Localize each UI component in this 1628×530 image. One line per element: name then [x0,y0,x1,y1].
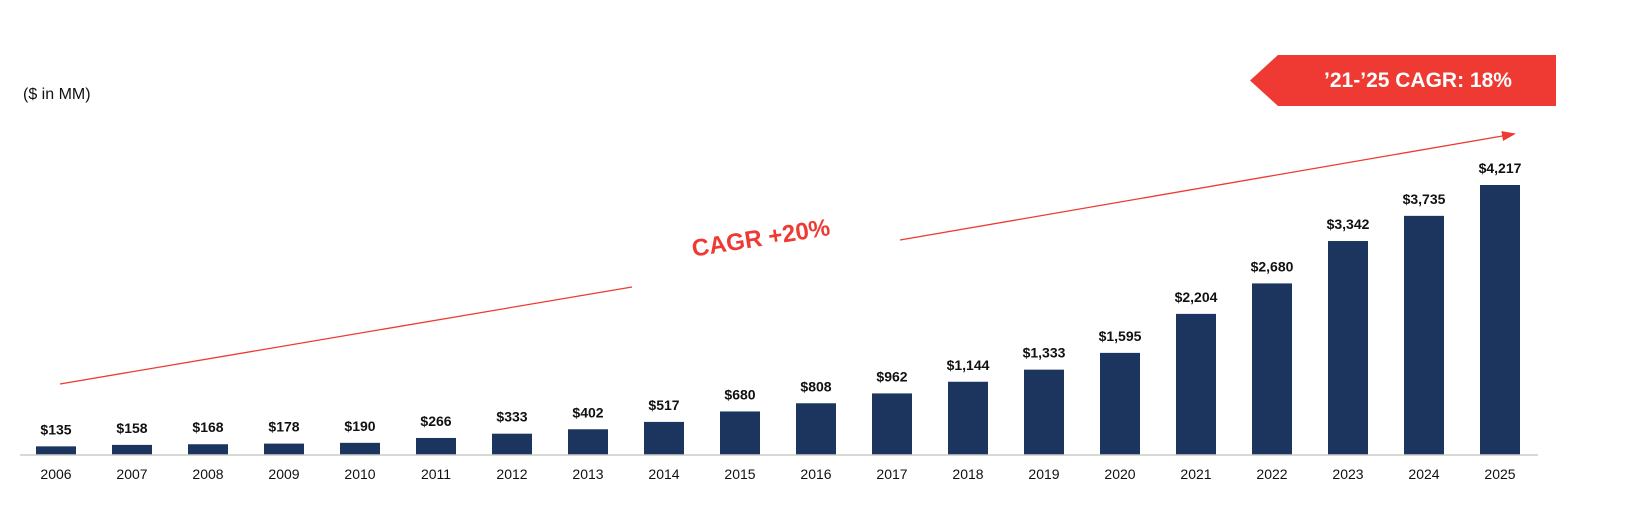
data-label-2024: $3,735 [1403,191,1446,207]
data-label-2017: $962 [876,368,907,384]
bar-2015 [720,411,760,455]
x-tick-2018: 2018 [952,466,983,482]
bar-2013 [568,429,608,455]
bar-2024 [1404,215,1444,455]
data-label-2020: $1,595 [1099,328,1142,344]
data-label-2014: $517 [648,397,679,413]
bar-2019 [1024,369,1064,455]
unit-label: ($ in MM) [23,86,91,103]
bar-2020 [1100,352,1140,455]
x-tick-2016: 2016 [800,466,831,482]
x-tick-2024: 2024 [1408,466,1439,482]
data-label-2019: $1,333 [1023,345,1066,361]
x-tick-2017: 2017 [876,466,907,482]
x-tick-2023: 2023 [1332,466,1363,482]
x-tick-2009: 2009 [268,466,299,482]
data-label-2010: $190 [344,418,375,434]
data-label-2011: $266 [420,413,451,429]
bar-2011 [416,437,456,455]
x-tick-2019: 2019 [1028,466,1059,482]
trend-line-segment-left [59,286,633,385]
data-labels: $135 $158 $168 $178 $190 $266 $333 $402 $517 $680… [40,160,1521,437]
bars [36,185,1520,455]
x-tick-2022: 2022 [1256,466,1287,482]
cagr-badge: ’21-’25 CAGR: 18% [1250,55,1556,106]
bar-2023 [1328,241,1368,455]
data-label-2022: $2,680 [1251,258,1294,274]
x-axis-tick-labels: 2006 2007 2008 2009 2010 2011 2012 2013 2014 2015… [40,466,1515,482]
bar-2007 [112,444,152,455]
x-tick-2015: 2015 [724,466,755,482]
x-tick-2014: 2014 [648,466,679,482]
bar-2018 [948,381,988,455]
bar-2006 [36,446,76,455]
x-tick-2008: 2008 [192,466,223,482]
data-label-2006: $135 [40,421,71,437]
bar-2010 [340,442,380,455]
data-label-2018: $1,144 [947,357,990,373]
x-tick-2021: 2021 [1180,466,1211,482]
bar-2025 [1480,185,1520,455]
bar-2022 [1252,283,1292,455]
data-label-2023: $3,342 [1327,216,1370,232]
bar-2009 [264,443,304,455]
bar-2016 [796,403,836,455]
cagr-badge-label: ’21-’25 CAGR: 18% [1324,69,1512,92]
data-label-2007: $158 [116,420,147,436]
data-label-2016: $808 [800,378,831,394]
x-tick-2010: 2010 [344,466,375,482]
data-label-2008: $168 [192,419,223,435]
x-tick-2025: 2025 [1484,466,1515,482]
x-tick-2012: 2012 [496,466,527,482]
bar-2017 [872,393,912,455]
x-tick-2011: 2011 [421,466,451,482]
data-label-2013: $402 [572,404,603,420]
cagr-badge-arrow-shape [1250,55,1556,106]
data-label-2021: $2,204 [1175,289,1218,305]
x-tick-2013: 2013 [572,466,603,482]
data-label-2009: $178 [268,419,299,435]
data-label-2012: $333 [496,409,527,425]
x-tick-2020: 2020 [1104,466,1135,482]
x-tick-2007: 2007 [116,466,147,482]
bar-2014 [644,421,684,455]
data-label-2015: $680 [724,386,755,402]
data-label-2025: $4,217 [1479,160,1522,176]
x-tick-2006: 2006 [40,466,71,482]
trend-line-segment-right [899,131,1516,241]
bar-2012 [492,433,532,455]
bar-2021 [1176,313,1216,455]
bar-2008 [188,444,228,455]
cagr-trend-arrow [59,131,1516,385]
